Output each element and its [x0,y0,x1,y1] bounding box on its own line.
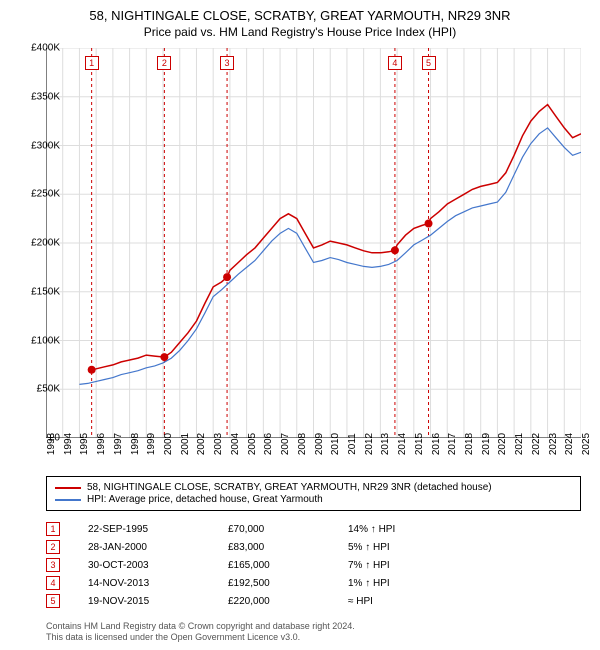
xtick-label: 2018 [464,433,475,455]
transaction-date: 28-JAN-2000 [88,542,228,553]
legend-swatch-1 [55,487,81,489]
transactions-table: 1 22-SEP-1995£70,00014% ↑ HPI 2 28-JAN-2000… [46,520,581,610]
transaction-price: £70,000 [228,524,348,535]
chart-area: 1 2 3 4 5 [46,48,581,438]
transaction-hpi: 1% ↑ HPI [348,578,581,589]
transaction-date: 19-NOV-2015 [88,596,228,607]
xtick-label: 2004 [230,433,241,455]
transaction-num: 5 [46,594,60,608]
xtick-label: 2019 [481,433,492,455]
transaction-row: 1 22-SEP-1995£70,00014% ↑ HPI [46,520,581,538]
transaction-num: 1 [46,522,60,536]
ytick-label: £250K [31,189,60,200]
xtick-label: 2013 [380,433,391,455]
xtick-label: 2020 [497,433,508,455]
legend-swatch-2 [55,499,81,501]
transaction-num: 3 [46,558,60,572]
xtick-label: 2010 [330,433,341,455]
legend-label-1: 58, NIGHTINGALE CLOSE, SCRATBY, GREAT YA… [87,482,492,493]
transaction-price: £83,000 [228,542,348,553]
transaction-row: 5 19-NOV-2015£220,000≈ HPI [46,592,581,610]
sale-marker-1: 1 [85,56,99,70]
footer-attribution: Contains HM Land Registry data © Crown c… [46,621,355,644]
transaction-price: £165,000 [228,560,348,571]
transaction-date: 14-NOV-2013 [88,578,228,589]
ytick-label: £200K [31,238,60,249]
footer-line-1: Contains HM Land Registry data © Crown c… [46,621,355,633]
xtick-label: 2005 [247,433,258,455]
xtick-label: 1998 [130,433,141,455]
transaction-price: £220,000 [228,596,348,607]
chart-subtitle: Price paid vs. HM Land Registry's House … [0,23,600,39]
legend-label-2: HPI: Average price, detached house, Grea… [87,494,323,505]
transaction-row: 3 30-OCT-2003£165,0007% ↑ HPI [46,556,581,574]
xtick-label: 1994 [63,433,74,455]
ytick-label: £150K [31,286,60,297]
transaction-row: 4 14-NOV-2013£192,5001% ↑ HPI [46,574,581,592]
footer-line-2: This data is licensed under the Open Gov… [46,632,355,644]
sale-marker-3: 3 [220,56,234,70]
xtick-label: 1999 [146,433,157,455]
xtick-label: 2006 [263,433,274,455]
xtick-label: 2001 [180,433,191,455]
xtick-label: 2008 [297,433,308,455]
xtick-label: 2017 [447,433,458,455]
xtick-label: 1997 [113,433,124,455]
xtick-label: 2021 [514,433,525,455]
legend-item-2: HPI: Average price, detached house, Grea… [55,494,572,505]
ytick-label: £300K [31,140,60,151]
xtick-label: 2012 [364,433,375,455]
xtick-label: 2007 [280,433,291,455]
ytick-label: £50K [37,384,60,395]
ytick-label: £100K [31,335,60,346]
sale-marker-2: 2 [157,56,171,70]
xtick-label: 2025 [581,433,592,455]
transaction-date: 30-OCT-2003 [88,560,228,571]
transaction-num: 4 [46,576,60,590]
xtick-label: 2009 [314,433,325,455]
xtick-label: 1996 [96,433,107,455]
transaction-hpi: ≈ HPI [348,596,581,607]
transaction-row: 2 28-JAN-2000£83,0005% ↑ HPI [46,538,581,556]
xtick-label: 1993 [46,433,57,455]
xtick-label: 2003 [213,433,224,455]
transaction-price: £192,500 [228,578,348,589]
chart-title: 58, NIGHTINGALE CLOSE, SCRATBY, GREAT YA… [0,0,600,23]
xtick-label: 2015 [414,433,425,455]
xtick-label: 2000 [163,433,174,455]
xtick-label: 2014 [397,433,408,455]
xtick-label: 2011 [347,433,358,455]
sale-marker-4: 4 [388,56,402,70]
chart-svg [46,48,581,438]
xtick-label: 2024 [564,433,575,455]
transaction-date: 22-SEP-1995 [88,524,228,535]
xtick-label: 2023 [548,433,559,455]
xtick-label: 1995 [79,433,90,455]
xtick-label: 2022 [531,433,542,455]
ytick-label: £400K [31,43,60,54]
legend: 58, NIGHTINGALE CLOSE, SCRATBY, GREAT YA… [46,476,581,511]
transaction-num: 2 [46,540,60,554]
transaction-hpi: 14% ↑ HPI [348,524,581,535]
transaction-hpi: 5% ↑ HPI [348,542,581,553]
legend-item-1: 58, NIGHTINGALE CLOSE, SCRATBY, GREAT YA… [55,482,572,493]
sale-marker-5: 5 [422,56,436,70]
transaction-hpi: 7% ↑ HPI [348,560,581,571]
xtick-label: 2016 [431,433,442,455]
ytick-label: £350K [31,91,60,102]
xtick-label: 2002 [196,433,207,455]
